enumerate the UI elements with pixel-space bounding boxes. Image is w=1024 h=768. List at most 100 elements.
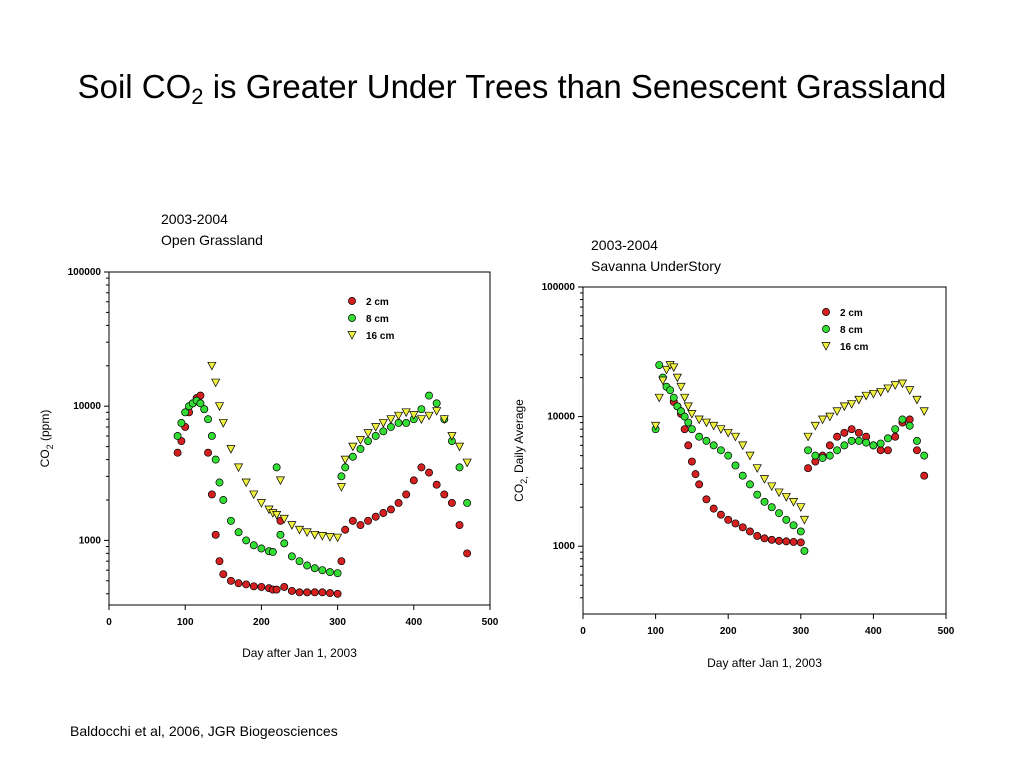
data-point (654, 393, 664, 403)
data-point (677, 407, 685, 416)
chart2-caption-years: 2003-2004 (591, 237, 658, 253)
data-point (211, 530, 220, 539)
data-point (680, 393, 690, 403)
data-point (241, 478, 251, 488)
data-point (724, 451, 733, 460)
data-point (402, 490, 411, 499)
data-point (401, 408, 411, 418)
data-point (249, 582, 258, 591)
data-point (760, 534, 769, 543)
legend-marker (348, 314, 356, 322)
data-point (416, 415, 427, 424)
y-axis-label: CO2 (ppm) (38, 410, 55, 468)
data-point (218, 419, 228, 428)
data-point (799, 515, 810, 525)
data-point (817, 415, 828, 425)
data-point (196, 399, 205, 408)
data-point (207, 361, 217, 371)
data-point (177, 419, 186, 427)
data-point (371, 423, 381, 432)
y-tick-label: 10000 (547, 412, 575, 423)
data-point (295, 557, 304, 566)
data-point (364, 516, 373, 525)
data-point (386, 505, 395, 514)
data-point (275, 476, 286, 486)
series-2-cm (173, 391, 472, 598)
data-point (326, 568, 334, 577)
data-point (760, 497, 769, 506)
data-point (683, 402, 693, 412)
data-point (716, 425, 726, 434)
legend-label: 16 cm (366, 331, 394, 342)
data-point (280, 582, 289, 591)
chart1-caption: 2003-2004 Open Grassland (161, 209, 263, 251)
data-point (337, 472, 346, 481)
data-point (287, 521, 297, 530)
title-main: Soil CO (77, 68, 192, 105)
data-point (302, 528, 312, 537)
legend-marker (821, 342, 831, 351)
data-point (716, 446, 725, 455)
x-tick-label: 0 (580, 626, 586, 637)
data-point (249, 541, 258, 550)
data-point (447, 499, 456, 507)
data-point (455, 463, 464, 472)
data-point (318, 588, 327, 597)
data-point (767, 503, 776, 512)
x-tick-label: 300 (329, 617, 346, 628)
data-point (804, 446, 813, 455)
data-point (214, 402, 225, 411)
chart-2: 0 100 200 300 400 500 1000 10000 100000 Day after… (512, 282, 955, 670)
data-point (897, 379, 908, 389)
data-point (695, 480, 704, 489)
data-point (432, 399, 441, 408)
data-point (669, 393, 678, 402)
data-point (905, 386, 915, 395)
title-rest: is Greater Under Trees than Senescent Gr… (203, 68, 947, 105)
data-point (913, 446, 921, 455)
y-tick-label: 1000 (553, 541, 576, 552)
x-tick-label: 100 (647, 626, 664, 637)
data-point (287, 552, 296, 561)
data-point (219, 570, 228, 579)
data-point (775, 509, 783, 518)
data-point (800, 546, 809, 555)
data-point (782, 515, 791, 524)
data-point (425, 468, 433, 477)
data-point (782, 537, 791, 546)
data-point (256, 499, 266, 508)
x-tick-label: 200 (253, 617, 270, 628)
data-point (876, 388, 886, 397)
data-point (832, 407, 842, 416)
data-point (913, 436, 921, 445)
data-point (249, 490, 259, 500)
data-point (432, 407, 442, 416)
data-point (386, 423, 395, 431)
data-point (730, 432, 741, 442)
data-point (463, 549, 472, 558)
data-point (774, 488, 784, 498)
data-point (173, 432, 182, 440)
data-point (753, 532, 762, 540)
slide-title: Soil CO2 is Greater Under Trees than Sen… (0, 68, 1024, 110)
data-point (440, 490, 449, 499)
data-point (767, 535, 776, 544)
data-point (363, 429, 373, 438)
data-point (455, 521, 464, 530)
data-point (731, 461, 740, 470)
data-point (687, 425, 696, 434)
data-point (891, 432, 900, 441)
data-point (680, 425, 689, 434)
data-point (661, 365, 672, 375)
data-point (861, 391, 871, 401)
data-point (393, 411, 404, 421)
data-point (759, 475, 770, 484)
data-point (364, 437, 373, 445)
data-point (356, 521, 365, 530)
data-point (417, 405, 426, 414)
data-point (379, 427, 388, 436)
data-point (326, 589, 334, 598)
data-point (738, 523, 747, 532)
legend-marker (347, 331, 357, 340)
